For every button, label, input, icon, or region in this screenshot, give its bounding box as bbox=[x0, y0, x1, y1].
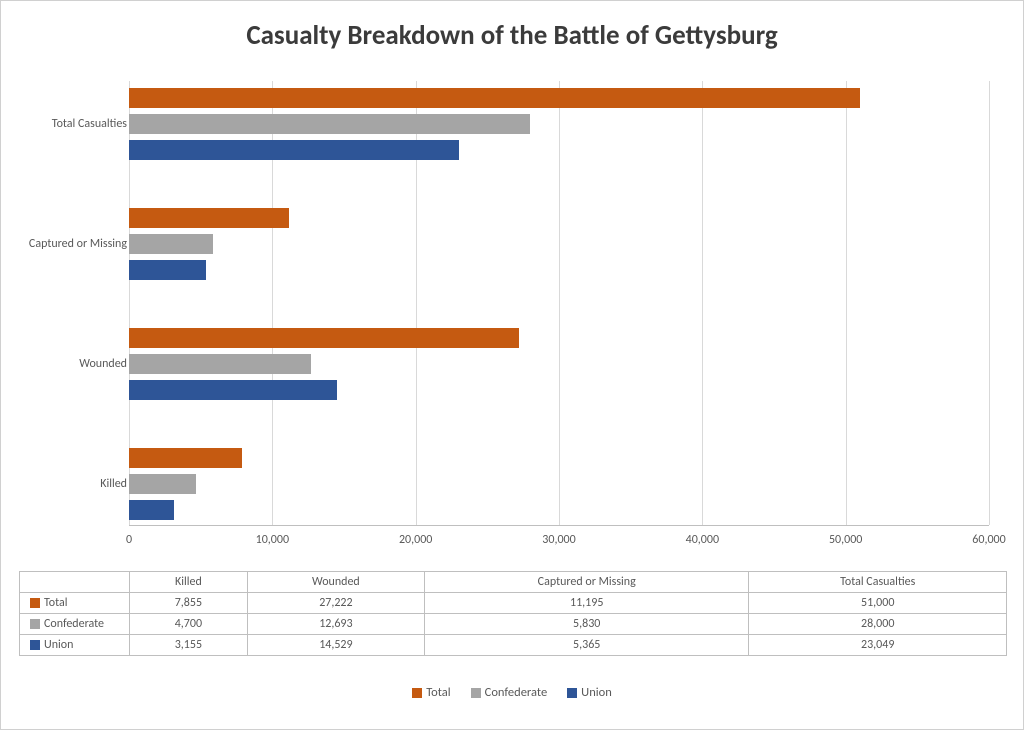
chart-area: 0 10,000 20,000 30,000 40,000 50,000 60,000 Kil… bbox=[19, 81, 1007, 556]
legend-swatch-icon bbox=[30, 619, 40, 629]
gridline bbox=[989, 81, 990, 525]
x-tick-label: 0 bbox=[126, 533, 132, 547]
table-cell: 5,830 bbox=[425, 614, 749, 635]
table-row-header: Total bbox=[20, 593, 130, 614]
category-label: Killed bbox=[100, 477, 127, 491]
table-cell: 3,155 bbox=[130, 635, 248, 656]
table-cell: 28,000 bbox=[749, 614, 1007, 635]
x-tick-label: 40,000 bbox=[686, 533, 719, 547]
x-tick-label: 10,000 bbox=[256, 533, 289, 547]
gridline bbox=[702, 81, 703, 525]
x-tick-label: 50,000 bbox=[829, 533, 862, 547]
gridline bbox=[559, 81, 560, 525]
table-row: Total7,85527,22211,19551,000 bbox=[20, 593, 1007, 614]
chart-container: Casualty Breakdown of the Battle of Gett… bbox=[0, 0, 1024, 730]
table-cell: 11,195 bbox=[425, 593, 749, 614]
bar bbox=[129, 88, 860, 108]
gridline bbox=[846, 81, 847, 525]
bar bbox=[129, 114, 530, 134]
table-row-header: Union bbox=[20, 635, 130, 656]
table-column-header: Killed bbox=[130, 572, 248, 593]
bar bbox=[129, 448, 242, 468]
bar bbox=[129, 500, 174, 520]
legend: Total Confederate Union bbox=[1, 685, 1023, 700]
legend-swatch-icon bbox=[30, 598, 40, 608]
legend-swatch-icon bbox=[412, 688, 422, 698]
table-cell: 23,049 bbox=[749, 635, 1007, 656]
bar bbox=[129, 328, 519, 348]
x-tick-label: 60,000 bbox=[972, 533, 1005, 547]
table-cell: 27,222 bbox=[247, 593, 424, 614]
table-row: Union3,15514,5295,36523,049 bbox=[20, 635, 1007, 656]
category-label: Wounded bbox=[79, 357, 127, 371]
bar bbox=[129, 260, 206, 280]
table-cell: 12,693 bbox=[247, 614, 424, 635]
bar bbox=[129, 354, 311, 374]
bar bbox=[129, 380, 337, 400]
table-corner bbox=[20, 572, 130, 593]
bar bbox=[129, 208, 289, 228]
plot-area bbox=[129, 81, 989, 526]
table-cell: 4,700 bbox=[130, 614, 248, 635]
category-label: Captured or Missing bbox=[29, 237, 127, 251]
legend-item: Total bbox=[412, 685, 450, 700]
table-cell: 51,000 bbox=[749, 593, 1007, 614]
legend-swatch-icon bbox=[30, 640, 40, 650]
legend-swatch-icon bbox=[471, 688, 481, 698]
table-cell: 14,529 bbox=[247, 635, 424, 656]
x-tick-label: 20,000 bbox=[399, 533, 432, 547]
x-tick-label: 30,000 bbox=[542, 533, 575, 547]
bar bbox=[129, 140, 459, 160]
category-label: Total Casualties bbox=[52, 117, 127, 131]
table-cell: 7,855 bbox=[130, 593, 248, 614]
bar bbox=[129, 474, 196, 494]
chart-title: Casualty Breakdown of the Battle of Gett… bbox=[1, 1, 1023, 60]
data-table: KilledWoundedCaptured or MissingTotal Ca… bbox=[19, 571, 1007, 656]
table-row-header: Confederate bbox=[20, 614, 130, 635]
bar bbox=[129, 234, 213, 254]
legend-swatch-icon bbox=[567, 688, 577, 698]
table-column-header: Wounded bbox=[247, 572, 424, 593]
legend-item: Confederate bbox=[471, 685, 548, 700]
legend-item: Union bbox=[567, 685, 612, 700]
table-column-header: Captured or Missing bbox=[425, 572, 749, 593]
table-column-header: Total Casualties bbox=[749, 572, 1007, 593]
table-row: Confederate4,70012,6935,83028,000 bbox=[20, 614, 1007, 635]
table-cell: 5,365 bbox=[425, 635, 749, 656]
